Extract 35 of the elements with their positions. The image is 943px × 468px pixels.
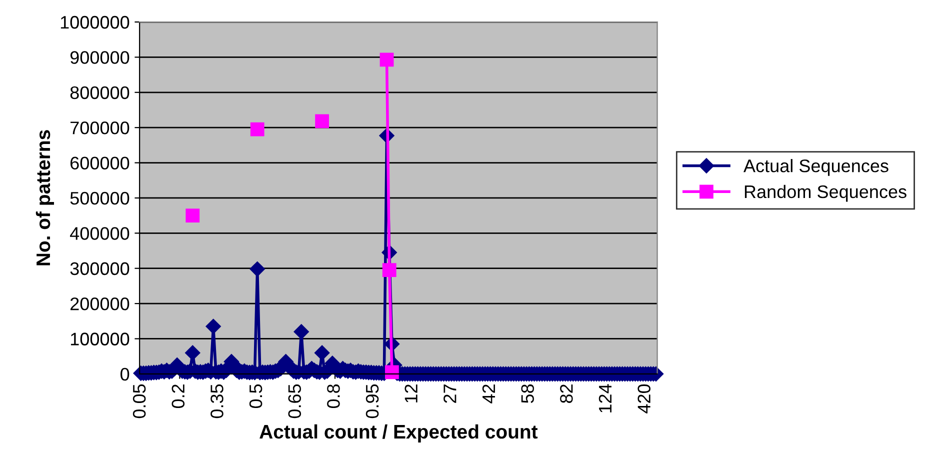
x-tick-label: 0.2 <box>172 384 185 408</box>
legend-label: Actual Sequences <box>743 159 888 176</box>
x-tick-label: 0.8 <box>327 384 340 408</box>
point <box>380 52 394 67</box>
x-tick-label: 0.65 <box>288 384 302 418</box>
y-tick-label: 600000 <box>70 156 130 170</box>
point <box>186 208 200 223</box>
x-axis-title: Actual count / Expected count <box>260 424 538 442</box>
x-tick-label: 82 <box>560 384 573 403</box>
point <box>382 263 396 278</box>
x-tick-label: 0.95 <box>366 384 379 418</box>
x-tick-label: 0.05 <box>132 384 146 418</box>
x-tick-label: 0.5 <box>249 384 262 408</box>
y-tick-label: 200000 <box>70 297 130 310</box>
x-tick-label: 58 <box>521 384 534 404</box>
x-tick-label: 12 <box>404 384 418 402</box>
y-tick-label: 1000000 <box>60 16 130 29</box>
y-tick-label: 400000 <box>70 227 130 240</box>
y-tick-label: 700000 <box>70 122 130 134</box>
x-tick-label: 42 <box>482 384 495 404</box>
y-tick-label: 800000 <box>70 86 130 100</box>
x-tick-label: 0.35 <box>210 384 224 418</box>
point <box>315 114 329 128</box>
y-tick-label: 900000 <box>70 51 130 64</box>
legend-label: Random Sequences <box>744 184 906 202</box>
y-tick-label: 300000 <box>70 262 130 276</box>
x-tick-label: 420 <box>638 384 650 414</box>
point <box>385 365 399 380</box>
x-tick-label: 27 <box>444 384 456 403</box>
y-tick-label: 0 <box>120 368 130 381</box>
x-tick-label: 124 <box>598 384 612 412</box>
point <box>250 122 264 136</box>
y-axis-title: No. of patterns <box>36 130 54 266</box>
y-tick-label: 500000 <box>70 192 130 205</box>
y-tick-label: 100000 <box>70 332 130 346</box>
